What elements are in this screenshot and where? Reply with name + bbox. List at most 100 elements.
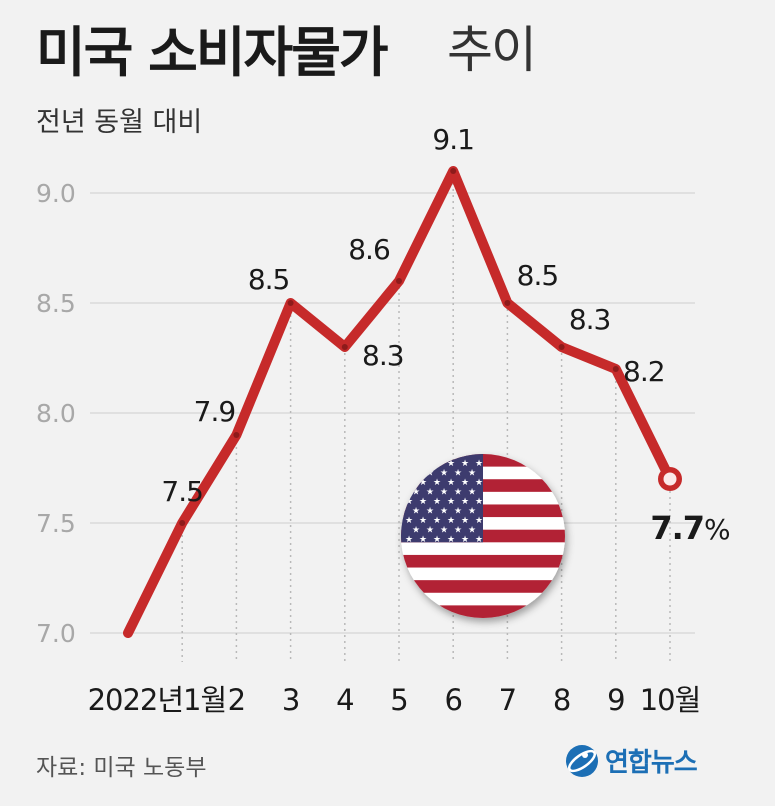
flag-star: ★ [405, 535, 413, 545]
flag-star: ★ [475, 459, 483, 469]
flag-star: ★ [461, 478, 469, 488]
flag-star: ★ [475, 478, 483, 488]
x-tick-label: 7 [499, 683, 516, 717]
flag-star: ★ [419, 497, 427, 507]
flag-star: ★ [440, 526, 448, 536]
flag-stripe [401, 554, 565, 569]
flag-star: ★ [475, 535, 483, 545]
flag-star: ★ [447, 459, 455, 469]
y-tick-label: 9.0 [36, 179, 76, 208]
flag-star: ★ [405, 478, 413, 488]
cpi-point [287, 300, 294, 306]
cpi-point [179, 520, 186, 526]
x-tick-label: 9 [607, 683, 624, 717]
cpi-point [341, 344, 348, 350]
y-tick-label: 7.5 [36, 509, 76, 538]
flag-star: ★ [461, 497, 469, 507]
flag-stripe [401, 542, 565, 556]
line-chart: 7.07.58.08.59.0 ★ ★ ★ ★ ★ ★★ ★ ★ ★ ★★ ★ ★ ★ ★ ★★ ★ ★ ★ ★★ ★… [36, 123, 731, 717]
x-tick-label: 6 [444, 683, 461, 717]
flag-star: ★ [461, 516, 469, 526]
cpi-point-end-inner [663, 472, 677, 486]
yonhap-logo-text: 연합뉴스 [605, 748, 698, 778]
source-note: 자료: 미국 노동부 [36, 755, 207, 781]
flag-star: ★ [405, 516, 413, 526]
y-tick-label: 8.0 [36, 399, 76, 428]
flag-stripe [401, 605, 565, 618]
data-label: 8.5 [517, 259, 559, 292]
data-label: 8.3 [362, 339, 404, 372]
cpi-point [233, 432, 240, 438]
y-tick-label: 8.5 [36, 289, 76, 318]
flag-star: ★ [468, 488, 476, 498]
flag-star: ★ [440, 488, 448, 498]
flag-star: ★ [447, 497, 455, 507]
x-tick-label: 8 [553, 683, 570, 717]
x-tick-label: 5 [390, 683, 407, 717]
flag-star: ★ [405, 497, 413, 507]
flag-star: ★ [454, 507, 462, 517]
flag-star: ★ [419, 459, 427, 469]
yonhap-logo: 연합뉴스 [565, 742, 698, 779]
flag-star: ★ [461, 535, 469, 545]
cpi-point [612, 366, 619, 372]
data-label: 7.5 [161, 475, 203, 508]
flag-star: ★ [447, 516, 455, 526]
flag-star: ★ [454, 469, 462, 479]
x-tick-label: 3 [282, 683, 299, 717]
flag-star: ★ [468, 469, 476, 479]
flag-star: ★ [433, 516, 441, 526]
flag-star: ★ [454, 488, 462, 498]
us-flag-group: ★ ★ ★ ★ ★ ★★ ★ ★ ★ ★★ ★ ★ ★ ★ ★★ ★ ★ ★ ★★ ★ ★ ★ ★ ★★ ★ ★ ★ ★★ ★ ★ ★ ★ ★★… [401, 454, 565, 618]
flag-star: ★ [454, 526, 462, 536]
flag-star: ★ [426, 488, 434, 498]
data-label: 7.9 [194, 395, 236, 428]
flag-star: ★ [412, 507, 420, 517]
flag-star: ★ [426, 507, 434, 517]
flag-star: ★ [433, 497, 441, 507]
data-label: 9.1 [432, 123, 474, 156]
flag-star: ★ [433, 535, 441, 545]
data-label: 8.6 [348, 233, 390, 266]
flag-star: ★ [405, 459, 413, 469]
flag-stripe [401, 567, 565, 581]
flag-star: ★ [433, 459, 441, 469]
flag-star: ★ [419, 516, 427, 526]
flag-star: ★ [412, 526, 420, 536]
flag-star: ★ [447, 535, 455, 545]
flag-star: ★ [426, 526, 434, 536]
chart-title-suffix: 추이 [447, 21, 537, 79]
flag-star: ★ [426, 469, 434, 479]
yonhap-logo-icon [566, 744, 598, 777]
flag-star: ★ [468, 526, 476, 536]
chart-subtitle: 전년 동월 대비 [36, 107, 203, 138]
x-tick-label: 2 [228, 683, 245, 717]
flag-stripe [401, 592, 565, 606]
cpi-point [504, 300, 511, 306]
chart-title: 미국 소비자물가 [36, 21, 389, 84]
x-tick-label: 10월 [640, 683, 701, 717]
data-label-last: 7.7% [650, 509, 730, 547]
flag-star: ★ [461, 459, 469, 469]
cpi-point [558, 344, 565, 350]
flag-star: ★ [440, 507, 448, 517]
cpi-point [396, 278, 402, 284]
y-tick-label: 7.0 [36, 619, 76, 648]
flag-star: ★ [440, 469, 448, 479]
flag-star: ★ [419, 535, 427, 545]
cpi-point [450, 168, 457, 174]
data-label: 8.2 [623, 355, 665, 388]
flag-stripe [401, 580, 565, 594]
flag-star: ★ [433, 478, 441, 488]
x-tick-label: 2022년1월 [88, 683, 227, 717]
data-label: 8.3 [569, 303, 611, 336]
us-flag-disc: ★ ★ ★ ★ ★ ★★ ★ ★ ★ ★★ ★ ★ ★ ★ ★★ ★ ★ ★ ★★ ★ ★ ★ ★ ★★ ★ ★ ★ ★★ ★ ★ ★ ★ ★★… [401, 454, 565, 618]
flag-star: ★ [412, 488, 420, 498]
flag-star: ★ [475, 497, 483, 507]
flag-star: ★ [468, 507, 476, 517]
x-tick-label: 4 [336, 683, 353, 717]
flag-star: ★ [412, 469, 420, 479]
us-flag-icon: ★ ★ ★ ★ ★ ★★ ★ ★ ★ ★★ ★ ★ ★ ★ ★★ ★ ★ ★ ★★ ★ ★ ★ ★ ★★ ★ ★ ★ ★★ ★ ★ ★ ★ ★★… [401, 454, 565, 618]
flag-star: ★ [447, 478, 455, 488]
data-label: 8.5 [248, 263, 290, 296]
